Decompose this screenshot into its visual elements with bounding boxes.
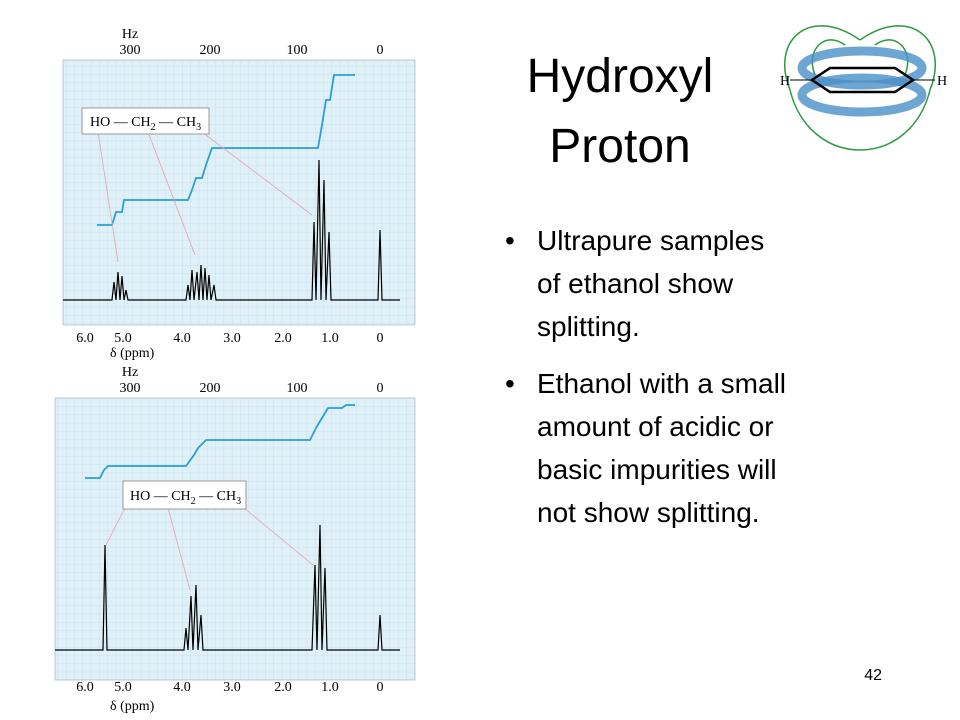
connector (167, 507, 191, 591)
ppm-tick: 5.0 (114, 331, 132, 346)
ppm-tick: 0 (377, 680, 384, 695)
integration-curve (85, 404, 355, 479)
ppm-tick: 1.0 (321, 331, 339, 346)
connector (147, 131, 196, 256)
hz-tick: 0 (377, 381, 384, 396)
atom-label: H (937, 74, 947, 89)
bullet-dot: • (505, 225, 515, 256)
connector (201, 131, 313, 216)
ppm-tick: 6.0 (76, 680, 94, 695)
spectrum-2: Hz 300 200 100 0 6.0 5.0 4.0 3.0 2.0 1.0… (54, 365, 416, 714)
ppm-tick: 2.0 (274, 331, 292, 346)
connector (97, 131, 119, 263)
hz-label: Hz (122, 27, 138, 42)
formula-part: — CH (196, 489, 236, 504)
spectrum-trace (63, 159, 400, 301)
hz-tick: 300 (120, 43, 141, 58)
connector (243, 507, 314, 566)
ppm-tick: 4.0 (173, 331, 191, 346)
ppm-tick: 5.0 (114, 680, 132, 695)
plot-grid (54, 397, 416, 681)
formula-box (122, 480, 247, 510)
formula-sub: 3 (236, 496, 241, 507)
hz-label: Hz (122, 365, 138, 380)
formula-part: HO — CH (130, 489, 191, 504)
formula-sub: 2 (191, 496, 196, 507)
bullet-line: of ethanol show (537, 268, 734, 299)
ring-diagram: H H (780, 25, 947, 151)
ppm-tick: 1.0 (321, 680, 339, 695)
ppm-tick: 6.0 (76, 331, 94, 346)
hz-tick: 200 (200, 43, 221, 58)
bullet-line: amount of acidic or (537, 411, 774, 442)
plot-grid (62, 59, 416, 326)
bullet-line: basic impurities will (537, 454, 777, 485)
bullet-line: Ethanol with a small (537, 368, 786, 399)
connector (105, 507, 126, 546)
spectrum-1: Hz 300 200 100 0 6.0 5.0 4.0 3.0 2.0 1.0… (62, 27, 416, 361)
title-line: Hydroxyl (527, 50, 714, 103)
hz-tick: 0 (377, 43, 384, 58)
hz-tick: 100 (287, 381, 308, 396)
atom-label: H (780, 74, 790, 89)
bullets: • Ultrapure samples of ethanol show spli… (505, 225, 786, 528)
hz-tick: 100 (287, 43, 308, 58)
ppm-label: δ (ppm) (110, 699, 155, 714)
formula: HO — CH2 — CH3 (130, 489, 241, 507)
formula-part: HO — CH (90, 115, 151, 130)
formula-sub: 2 (151, 122, 156, 133)
formula-sub: 3 (196, 122, 201, 133)
formula-box (81, 107, 210, 135)
title-line: Proton (549, 120, 690, 173)
bullet-dot: • (505, 368, 515, 399)
ppm-tick: 3.0 (223, 331, 241, 346)
ppm-tick: 4.0 (173, 680, 191, 695)
page-number: 42 (864, 667, 882, 684)
ppm-tick: 3.0 (223, 680, 241, 695)
hz-tick: 200 (200, 381, 221, 396)
formula: HO — CH2 — CH3 (90, 115, 201, 133)
integration-curve (97, 74, 355, 226)
bullet-line: splitting. (537, 311, 640, 342)
formula-part: — CH (156, 115, 196, 130)
hz-tick: 300 (120, 381, 141, 396)
bullet-line: Ultrapure samples (537, 225, 764, 256)
ppm-tick: 0 (377, 331, 384, 346)
spectrum-trace (55, 524, 400, 651)
ppm-tick: 2.0 (274, 680, 292, 695)
ppm-label: δ (ppm) (110, 346, 155, 361)
bullet-line: not show splitting. (537, 497, 760, 528)
